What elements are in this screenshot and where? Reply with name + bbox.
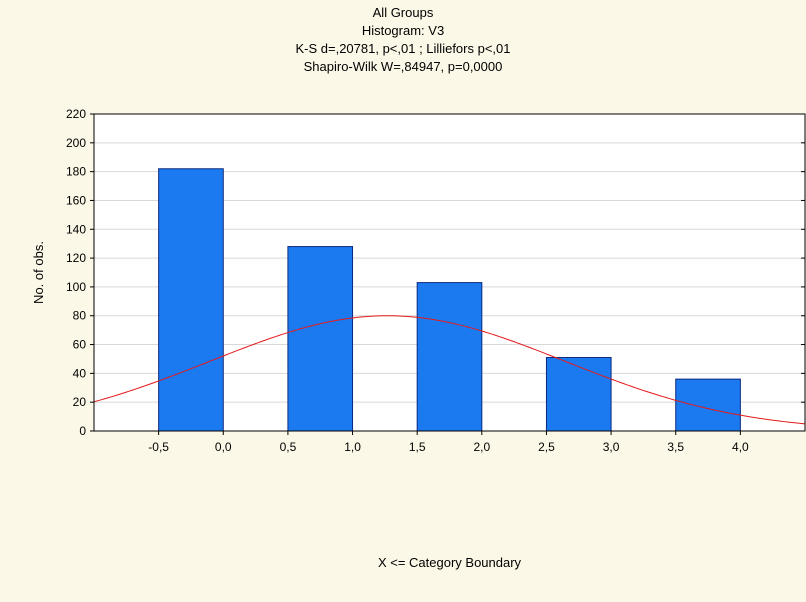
y-tick-label-1: 20: [73, 395, 87, 409]
x-tick-label-6: 2,5: [538, 440, 555, 454]
plot-frame: [93, 113, 806, 432]
y-tick-label-2: 40: [73, 366, 87, 380]
chart-title-line-3: K-S d=,20781, p<,01 ; Lilliefors p<,01: [295, 41, 511, 56]
x-axis-ticks: -0,5 0,0 0,5 1,0 1,5 2,0 2,5 3,0 3,5 4,0: [148, 431, 749, 454]
y-axis-label: No. of obs.: [31, 241, 46, 304]
bar-3: [545, 357, 612, 432]
x-tick-label-1: 0,0: [215, 440, 232, 454]
x-tick-label-8: 3,5: [667, 440, 684, 454]
y-tick-label-6: 120: [66, 251, 86, 265]
y-tick-label-3: 60: [73, 338, 87, 352]
normal-curve: [93, 315, 806, 425]
y-tick-label-9: 180: [66, 165, 86, 179]
x-tick-label-2: 0,5: [280, 440, 297, 454]
y-tick-label-5: 100: [66, 280, 86, 294]
x-tick-label-0: -0,5: [148, 440, 169, 454]
y-tick-label-10: 200: [66, 136, 86, 150]
chart-title-line-1: All Groups: [372, 5, 434, 20]
x-tick-label-7: 3,0: [603, 440, 620, 454]
x-tick-label-5: 2,0: [473, 440, 490, 454]
y-tick-label-0: 0: [79, 424, 86, 438]
bar-0: [158, 168, 224, 432]
y-axis-ticks: 0 20 40 60 80 100 120 140 160 180 200 220: [66, 107, 805, 438]
bar-4: [675, 378, 741, 432]
x-tick-label-3: 1,0: [344, 440, 361, 454]
y-tick-label-4: 80: [73, 309, 87, 323]
bars: [158, 168, 741, 432]
y-tick-label-7: 140: [66, 222, 86, 236]
x-tick-label-9: 4,0: [732, 440, 749, 454]
x-tick-label-4: 1,5: [409, 440, 426, 454]
x-axis-label: X <= Category Boundary: [378, 555, 522, 570]
y-tick-label-8: 160: [66, 193, 86, 207]
bar-1: [287, 246, 354, 432]
y-tick-label-11: 220: [66, 107, 86, 121]
bar-2: [416, 282, 483, 432]
chart-title-line-2: Histogram: V3: [361, 23, 445, 38]
chart-title-line-4: Shapiro-Wilk W=,84947, p=0,0000: [303, 59, 503, 74]
